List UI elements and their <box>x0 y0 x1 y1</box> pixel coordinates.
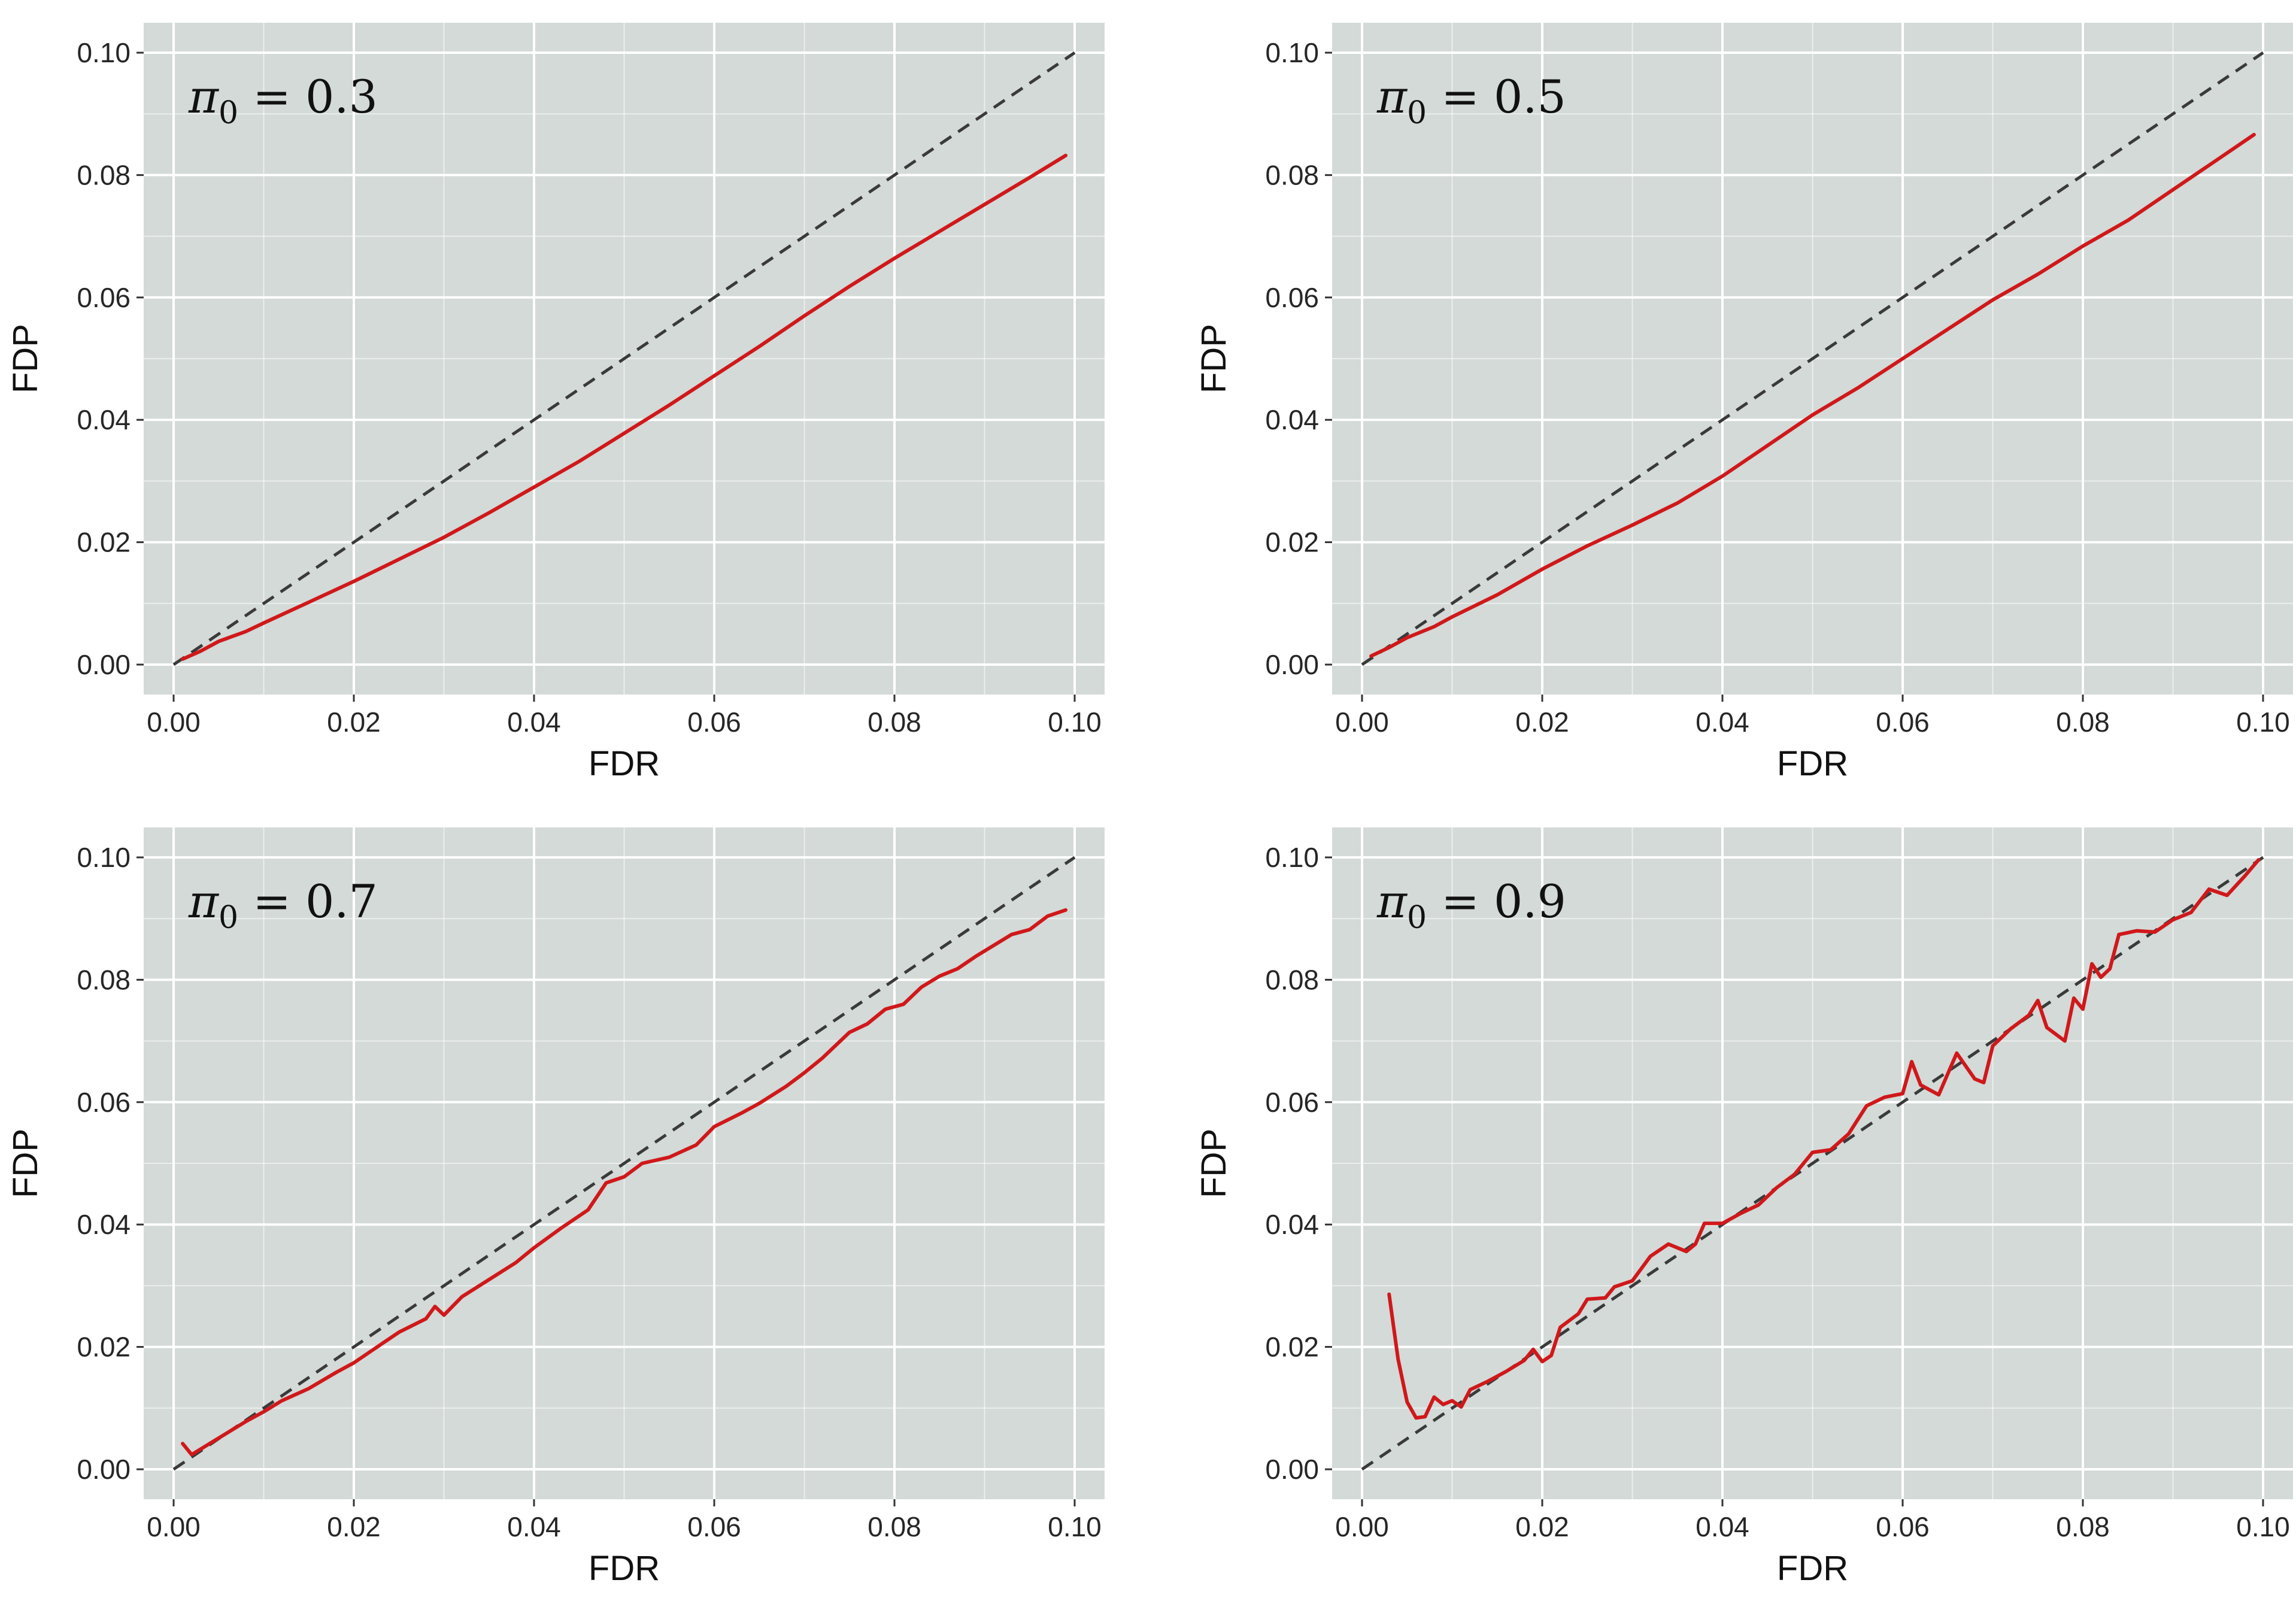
annotation-symbol: π <box>188 875 220 928</box>
x-tick-label: 0.02 <box>1515 707 1569 738</box>
y-tick-label: 0.04 <box>1265 404 1319 435</box>
annotation-subscript: 0 <box>1407 900 1427 936</box>
x-tick-label: 0.10 <box>1048 1511 1102 1542</box>
x-tick-label: 0.06 <box>1876 1511 1930 1542</box>
x-axis-title: FDR <box>589 744 660 783</box>
fdp-series-line <box>1387 858 2261 1420</box>
y-tick-label: 0.10 <box>77 842 131 873</box>
annotation-symbol: π <box>1376 70 1408 123</box>
x-tick-label: 0.06 <box>687 707 741 738</box>
annotation-subscript: 0 <box>219 900 238 936</box>
y-tick-label: 0.04 <box>77 1209 131 1240</box>
x-tick-label: 0.00 <box>1335 1511 1389 1542</box>
x-axis-title: FDR <box>1777 1549 1848 1588</box>
x-tick-label: 0.04 <box>507 707 561 738</box>
annotation-value: = 0.9 <box>1427 875 1566 928</box>
x-tick-label: 0.10 <box>2236 707 2290 738</box>
annotation-value: = 0.3 <box>238 70 378 123</box>
chart-panel-2: 0.00 0.02 0.04 0.06 0.08 0.10 0.00 0.02 0.04 0.06… <box>1194 23 2293 783</box>
x-tick-label: 0.02 <box>327 1511 381 1542</box>
x-axis-title: FDR <box>1777 744 1848 783</box>
x-tick-label: 0.04 <box>1696 1511 1749 1542</box>
x-tick-label: 0.08 <box>2056 707 2110 738</box>
y-axis-title: FDP <box>1194 324 1233 393</box>
reference-line-series <box>172 51 1076 666</box>
x-tick-label: 0.08 <box>868 707 921 738</box>
x-tick-label: 0.04 <box>1696 707 1749 738</box>
y-axis-title: FDP <box>1194 1129 1233 1198</box>
y-tick-label: 0.00 <box>1265 1454 1319 1485</box>
y-tick-label: 0.00 <box>1265 649 1319 680</box>
chart-panel-1: 0.00 0.02 0.04 0.06 0.08 0.10 0.00 0.02 0.04 0.06… <box>6 23 1105 783</box>
x-tick-label: 0.08 <box>2056 1511 2110 1542</box>
y-tick-label: 0.06 <box>1265 282 1319 313</box>
annotation-subscript: 0 <box>219 95 238 131</box>
y-tick-label: 0.08 <box>77 159 131 190</box>
pi0-annotation: π0 = 0.3 <box>188 70 378 131</box>
x-tick-label: 0.04 <box>507 1511 561 1542</box>
y-tick-label: 0.10 <box>1265 842 1319 873</box>
annotation-symbol: π <box>1376 875 1408 928</box>
annotation-value: = 0.7 <box>238 875 378 928</box>
x-tick-label: 0.00 <box>1335 707 1389 738</box>
x-tick-label: 0.00 <box>147 707 201 738</box>
x-tick-label: 0.06 <box>1876 707 1930 738</box>
annotation-value: = 0.5 <box>1427 70 1566 123</box>
y-tick-label: 0.02 <box>1265 527 1319 558</box>
reference-line-series <box>1361 51 2264 666</box>
pi0-annotation: π0 = 0.7 <box>188 875 378 936</box>
x-tick-label: 0.06 <box>687 1511 741 1542</box>
fdp-series-line <box>181 153 1067 661</box>
y-tick-label: 0.08 <box>77 964 131 995</box>
fdp-series-line <box>1369 132 2256 658</box>
x-tick-label: 0.10 <box>1048 707 1102 738</box>
chart-panel-3: 0.00 0.02 0.04 0.06 0.08 0.10 0.00 0.02 0.04 0.06… <box>6 827 1105 1588</box>
annotation-symbol: π <box>188 70 220 123</box>
y-tick-label: 0.08 <box>1265 964 1319 995</box>
x-tick-label: 0.02 <box>327 707 381 738</box>
y-tick-label: 0.00 <box>77 649 131 680</box>
pi0-annotation: π0 = 0.5 <box>1376 70 1566 131</box>
y-tick-label: 0.06 <box>1265 1087 1319 1118</box>
y-tick-label: 0.04 <box>77 404 131 435</box>
y-tick-label: 0.06 <box>77 282 131 313</box>
x-tick-label: 0.00 <box>147 1511 201 1542</box>
y-tick-label: 0.06 <box>77 1087 131 1118</box>
y-tick-label: 0.10 <box>77 37 131 68</box>
annotation-subscript: 0 <box>1407 95 1427 131</box>
y-tick-label: 0.02 <box>1265 1332 1319 1363</box>
y-tick-label: 0.02 <box>77 1332 131 1363</box>
x-tick-label: 0.10 <box>2236 1511 2290 1542</box>
y-tick-label: 0.00 <box>77 1454 131 1485</box>
fdp-series-line <box>181 908 1067 1457</box>
reference-line-series <box>172 856 1076 1471</box>
chart-panel-4: 0.00 0.02 0.04 0.06 0.08 0.10 0.00 0.02 0.04 0.06… <box>1194 827 2293 1588</box>
y-axis-title: FDP <box>6 1129 45 1198</box>
y-axis-title: FDP <box>6 324 45 393</box>
x-axis-title: FDR <box>589 1549 660 1588</box>
x-tick-label: 0.08 <box>868 1511 921 1542</box>
y-tick-label: 0.04 <box>1265 1209 1319 1240</box>
y-tick-label: 0.10 <box>1265 37 1319 68</box>
y-tick-label: 0.08 <box>1265 159 1319 190</box>
y-tick-label: 0.02 <box>77 527 131 558</box>
x-tick-label: 0.02 <box>1515 1511 1569 1542</box>
pi0-annotation: π0 = 0.9 <box>1376 875 1566 936</box>
